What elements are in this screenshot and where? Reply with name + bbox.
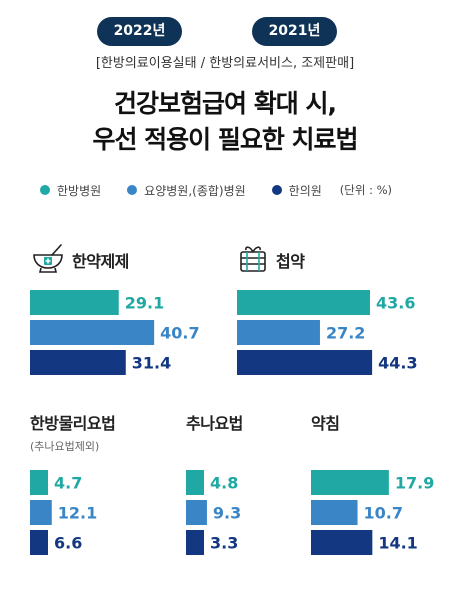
value-label-chuna-1: 9.3 <box>213 504 241 523</box>
bar-chuna-0 <box>186 470 204 495</box>
value-label-pharmacopuncture-1: 10.7 <box>364 504 403 523</box>
bar-pharmacopuncture-2 <box>311 530 373 555</box>
bar-herbal-preparation-0 <box>30 290 119 315</box>
value-label-chuna-2: 3.3 <box>210 534 238 553</box>
legend-item-nursing-hospital: 요양병원,(종합)병원 <box>127 182 246 199</box>
legend-label: 한방병원 <box>57 183 102 198</box>
section-note-physical-therapy: (추나요법제외) <box>30 440 100 453</box>
value-label-pharmacopuncture-2: 14.1 <box>378 534 417 553</box>
bar-chuna-1 <box>186 500 207 525</box>
value-label-chuna-0: 4.8 <box>210 474 238 493</box>
value-label-herbal-preparation-0: 29.1 <box>125 294 164 313</box>
legend: 한방병원 요양병원,(종합)병원 한의원 (단위 : %) <box>40 180 392 200</box>
value-label-herbal-preparation-2: 31.4 <box>132 354 171 373</box>
value-label-physical-therapy-0: 4.7 <box>54 474 82 493</box>
value-label-herbal-decoction-1: 27.2 <box>326 324 365 343</box>
bar-herbal-decoction-1 <box>237 320 320 345</box>
legend-dot-icon <box>127 185 138 195</box>
value-label-pharmacopuncture-0: 17.9 <box>395 474 434 493</box>
legend-label: 요양병원,(종합)병원 <box>144 183 246 198</box>
value-label-herbal-preparation-1: 40.7 <box>160 324 199 343</box>
section-title-pharmacopuncture: 약침 <box>311 414 340 433</box>
value-label-physical-therapy-2: 6.6 <box>54 534 82 553</box>
bar-chuna-2 <box>186 530 204 555</box>
section-title-chuna: 추나요법 <box>186 414 243 433</box>
subtitle: [한방의료이용실태 / 한방의료서비스, 조제판매] <box>95 56 355 71</box>
title-line-2: 우선 적용이 필요한 치료법 <box>92 125 358 154</box>
value-label-herbal-decoction-0: 43.6 <box>376 294 415 313</box>
badge-2022: 2022년 <box>97 17 182 46</box>
bar-pharmacopuncture-0 <box>311 470 389 495</box>
section-title-physical-therapy: 한방물리요법 <box>30 414 116 433</box>
bar-herbal-preparation-1 <box>30 320 155 345</box>
legend-item-hanbang-hospital: 한방병원 <box>40 182 101 199</box>
legend-item-clinic: 한의원 <box>271 182 322 199</box>
section-title-herbal-preparation: 한약제제 <box>72 252 129 271</box>
legend-label: 한의원 <box>288 183 322 198</box>
section-title-herbal-decoction: 첩약 <box>276 252 305 271</box>
herbal-packet-icon <box>240 246 266 272</box>
herbal-mortar-icon <box>33 244 63 273</box>
unit-label: (단위 : %) <box>339 183 393 197</box>
value-label-herbal-decoction-2: 44.3 <box>378 354 417 373</box>
title-line-1: 건강보험급여 확대 시, <box>114 89 337 118</box>
bar-physical-therapy-1 <box>30 500 52 525</box>
bar-pharmacopuncture-1 <box>311 500 358 525</box>
bar-herbal-preparation-2 <box>30 350 126 375</box>
bar-herbal-decoction-0 <box>237 290 370 315</box>
bar-physical-therapy-2 <box>30 530 48 555</box>
bar-herbal-decoction-2 <box>237 350 373 375</box>
badge-2021: 2021년 <box>252 17 337 46</box>
legend-dot-icon <box>40 185 50 195</box>
value-label-physical-therapy-1: 12.1 <box>58 504 97 523</box>
legend-dot-icon <box>271 185 282 195</box>
bar-physical-therapy-0 <box>30 470 48 495</box>
